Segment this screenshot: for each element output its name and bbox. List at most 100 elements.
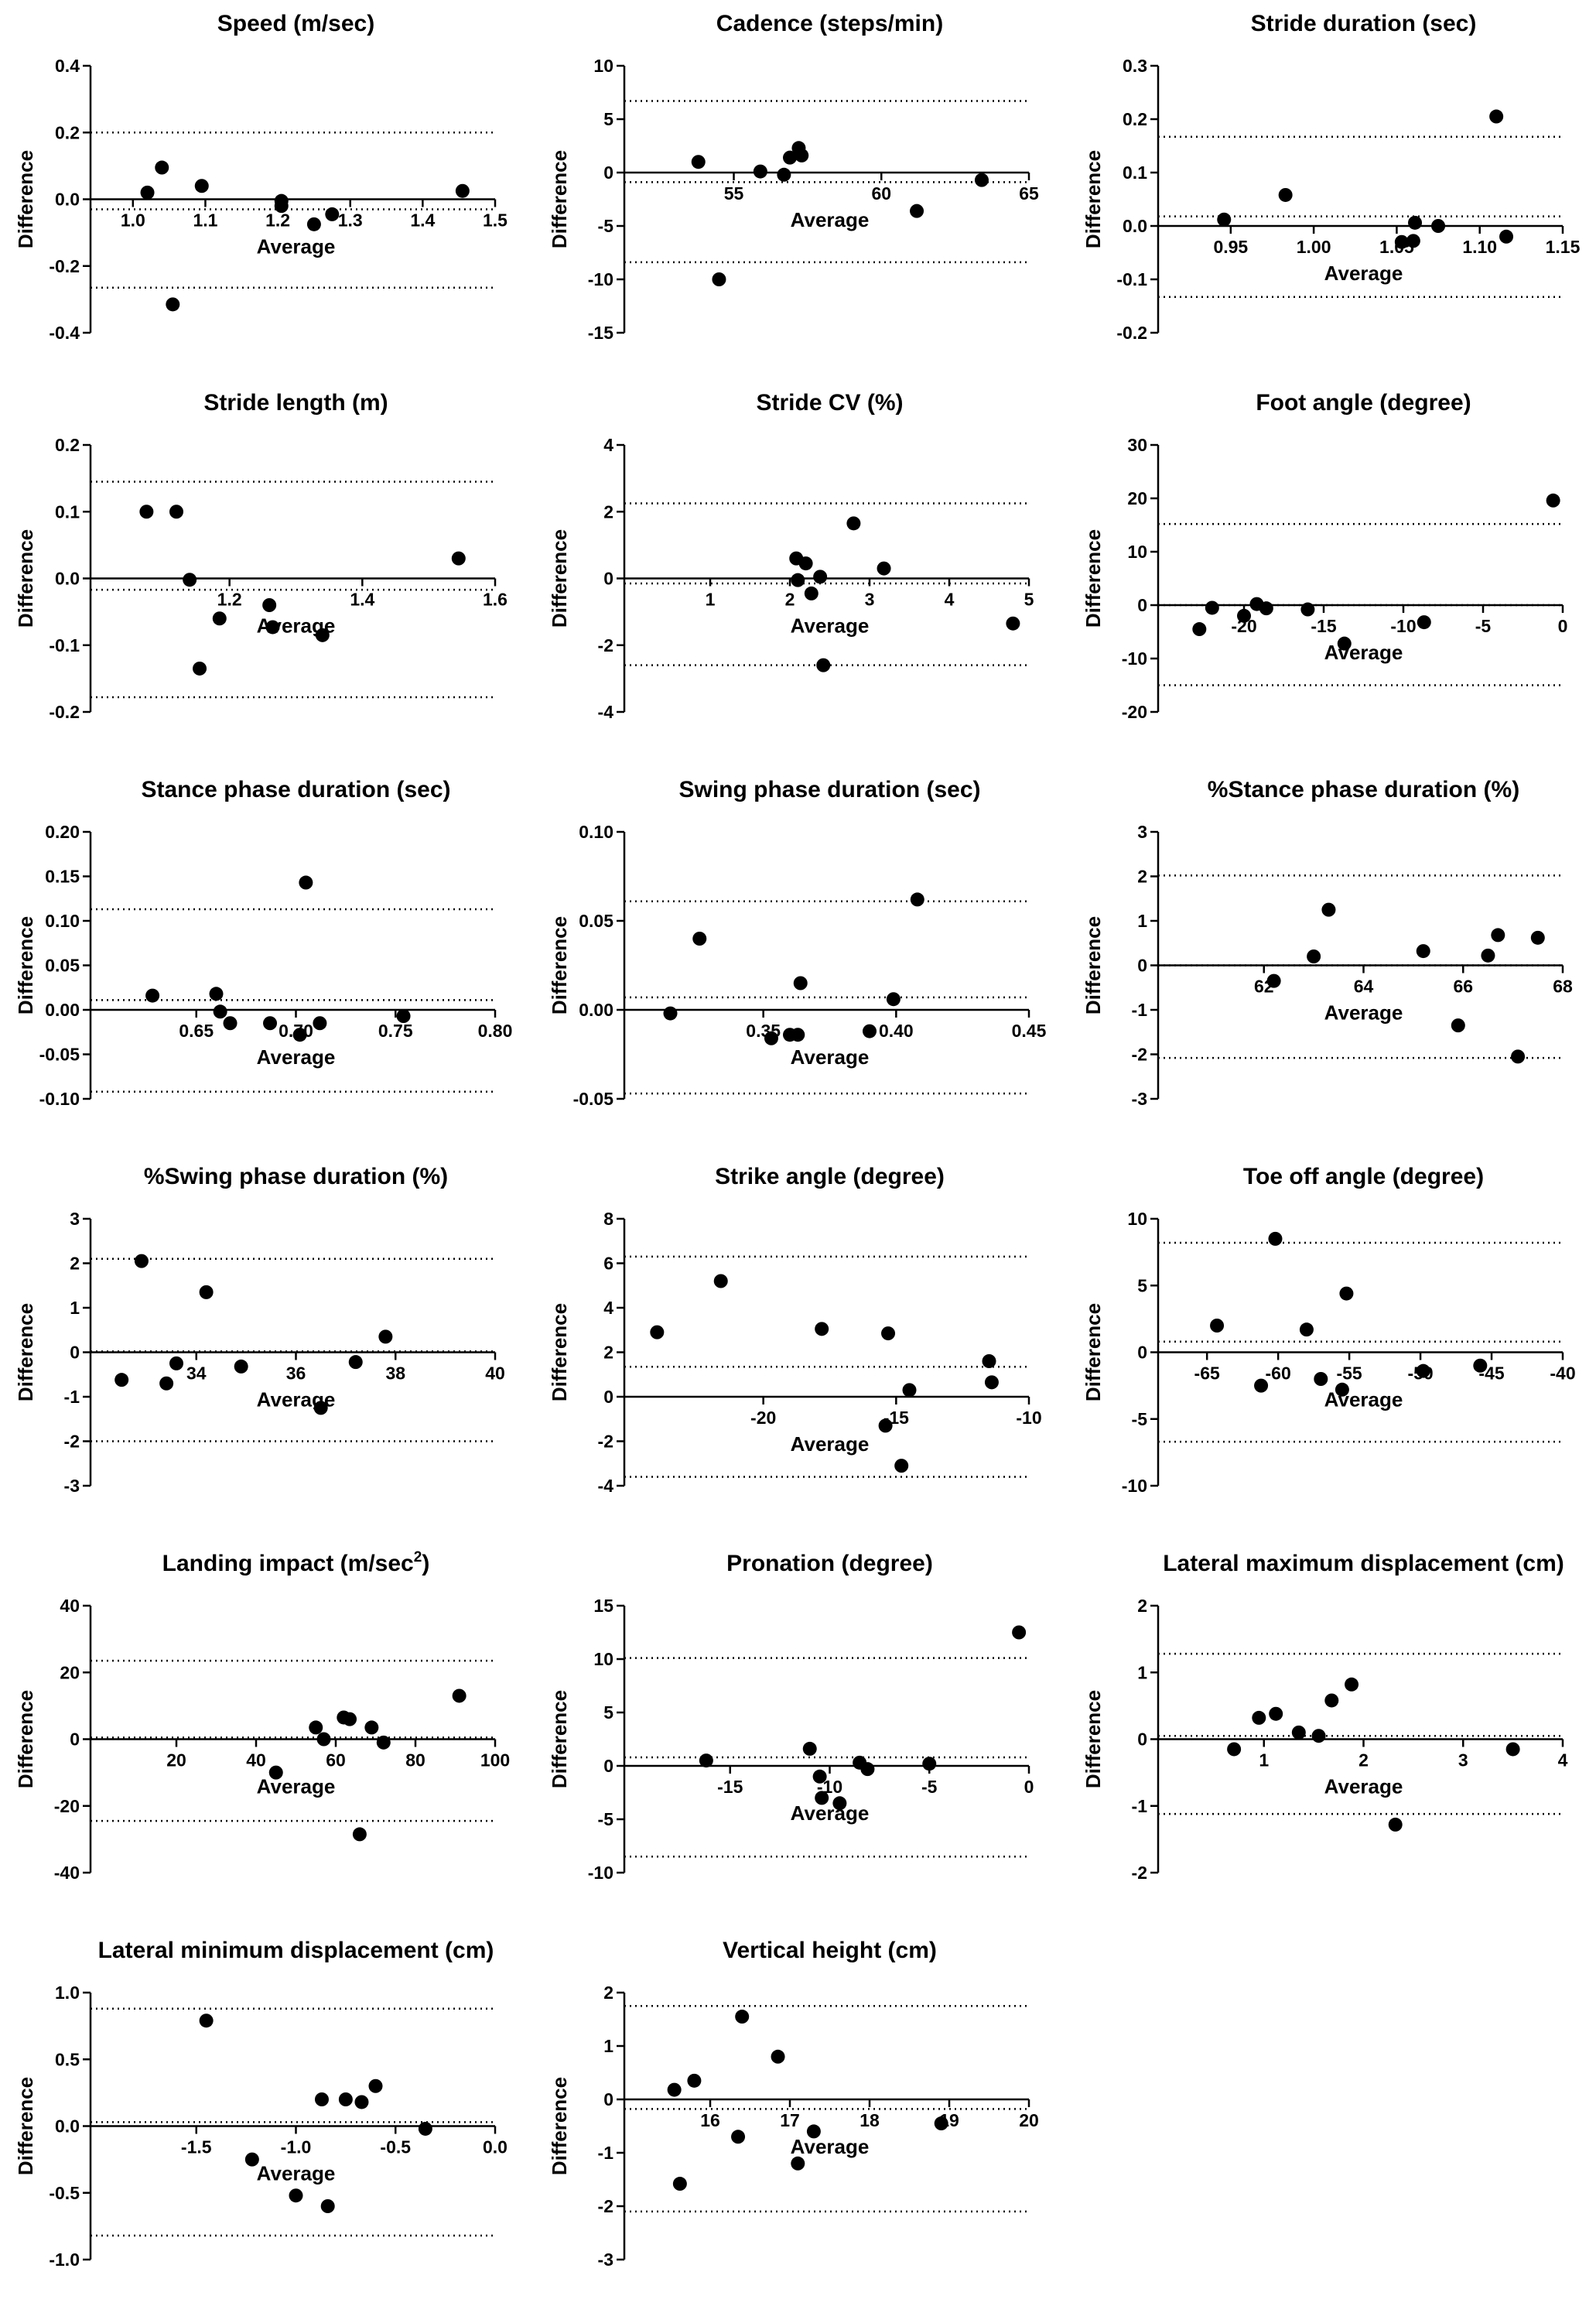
data-point	[764, 1031, 778, 1045]
chart-svg: Stride duration (sec) -0.2 -0.1 0.0 0.1 0.2 0.…	[1082, 11, 1581, 343]
data-point	[354, 2095, 369, 2109]
data-point	[1291, 1725, 1306, 1740]
x-tick-label: -40	[1550, 1363, 1575, 1384]
data-point	[791, 1028, 805, 1042]
y-tick-label: -1.0	[49, 2250, 80, 2270]
x-axis-label: Average	[1324, 1001, 1403, 1025]
y-tick-label: -2	[64, 1432, 80, 1452]
chart-svg: Toe off angle (degree) -10 -5 0 5 10 -65 -60 -55…	[1082, 1164, 1576, 1496]
y-axis-label: Difference	[14, 1303, 37, 1401]
y-tick-label: 0	[1137, 595, 1147, 615]
data-point	[1300, 602, 1315, 617]
chart-panel: Lateral maximum displacement (cm) -2 -1 0 1 2…	[1068, 1540, 1594, 1919]
y-tick-label: -3	[64, 1476, 80, 1496]
y-tick-label: -15	[588, 323, 613, 343]
y-tick-label: -0.2	[1116, 323, 1147, 343]
y-axis-label: Difference	[14, 150, 37, 248]
data-point	[396, 1009, 411, 1024]
chart-title: Stance phase duration (sec)	[141, 777, 450, 802]
data-point	[139, 505, 154, 519]
x-tick-label: 1	[706, 590, 716, 610]
data-point	[155, 160, 169, 175]
data-point	[663, 1006, 678, 1021]
x-tick-label: 1.0	[121, 210, 145, 231]
x-tick-label: 1.3	[338, 210, 363, 231]
y-tick-label: -5	[598, 216, 614, 236]
x-tick-label: 0	[1024, 1777, 1034, 1797]
x-tick-label: 55	[724, 183, 744, 204]
data-point	[783, 150, 797, 165]
data-point	[860, 1762, 875, 1777]
data-point	[263, 1016, 278, 1031]
data-point	[1337, 636, 1352, 651]
x-tick-label: 64	[1354, 977, 1374, 997]
y-axis-label: Difference	[1082, 1303, 1105, 1401]
data-point	[1481, 948, 1495, 963]
data-point	[309, 1720, 323, 1735]
y-axis-label: Difference	[548, 1690, 571, 1788]
x-tick-label: 1.4	[350, 590, 374, 610]
data-point	[753, 164, 767, 179]
y-tick-label: 4	[603, 435, 613, 455]
chart-panel: Foot angle (degree) -20 -10 0 10 20 30 -20 -15 -1…	[1068, 379, 1594, 758]
chart-title-text: Vertical height (cm)	[723, 1938, 937, 1963]
data-point	[1388, 1817, 1403, 1832]
chart-title-text: Landing impact (m/sec	[162, 1551, 414, 1576]
x-axis-label: Average	[791, 1432, 870, 1456]
y-tick-label: 0	[1137, 1730, 1147, 1750]
x-tick-label: 1.10	[1462, 237, 1497, 257]
y-tick-label: -4	[598, 1476, 614, 1496]
x-tick-label: 80	[405, 1750, 425, 1771]
x-tick-label: -5	[921, 1777, 938, 1797]
data-point	[183, 573, 197, 587]
data-point	[1499, 229, 1514, 244]
x-tick-label: 65	[1019, 183, 1039, 204]
x-tick-label: 2	[785, 590, 795, 610]
y-tick-label: 10	[593, 1649, 613, 1669]
y-tick-label: -0.1	[49, 635, 80, 655]
y-tick-label: 0.2	[55, 435, 80, 455]
data-point	[1269, 1706, 1283, 1721]
x-tick-label: 0.80	[478, 1021, 513, 1041]
chart-title: Speed (m/sec)	[217, 11, 374, 36]
y-tick-label: 0	[1137, 1343, 1147, 1363]
x-tick-label: -15	[1311, 616, 1336, 636]
y-tick-label: 0.00	[579, 1000, 613, 1020]
data-point	[325, 207, 340, 221]
y-tick-label: 6	[603, 1254, 613, 1274]
data-point	[1324, 1693, 1339, 1708]
data-point	[274, 199, 289, 214]
data-point	[1451, 1018, 1465, 1033]
data-point	[791, 2156, 805, 2171]
y-tick-label: 0	[603, 2089, 613, 2109]
x-tick-label: 0.0	[483, 2137, 508, 2157]
y-tick-label: 2	[1137, 1596, 1147, 1616]
y-tick-label: 0.05	[45, 956, 80, 976]
data-point	[1210, 1319, 1225, 1333]
x-tick-label: 0.40	[879, 1021, 914, 1041]
y-tick-label: 0.5	[55, 2049, 80, 2069]
data-point	[223, 1016, 238, 1031]
chart-title-text: Stride duration (sec)	[1251, 11, 1477, 36]
data-point	[672, 2177, 687, 2191]
data-point	[1416, 1363, 1430, 1378]
y-axis-label: Difference	[1082, 150, 1105, 248]
x-axis-label: Average	[1324, 262, 1403, 285]
y-axis-label: Difference	[1082, 1690, 1105, 1788]
x-tick-label: -1.0	[281, 2137, 312, 2157]
data-point	[1335, 1382, 1349, 1397]
data-point	[1217, 212, 1232, 227]
data-point	[687, 2073, 702, 2088]
chart-title: Foot angle (degree)	[1256, 390, 1471, 416]
x-tick-label: 1	[1259, 1750, 1269, 1771]
y-axis-label: Difference	[14, 2077, 37, 2175]
data-point	[1339, 1286, 1354, 1301]
data-point	[691, 155, 706, 169]
data-point	[667, 2082, 682, 2097]
y-axis-label: Difference	[14, 529, 37, 628]
data-point	[1416, 944, 1430, 959]
y-tick-label: -0.05	[573, 1089, 614, 1109]
x-axis-label: Average	[791, 2135, 870, 2158]
data-point	[798, 556, 813, 571]
x-tick-label: 3	[865, 590, 875, 610]
